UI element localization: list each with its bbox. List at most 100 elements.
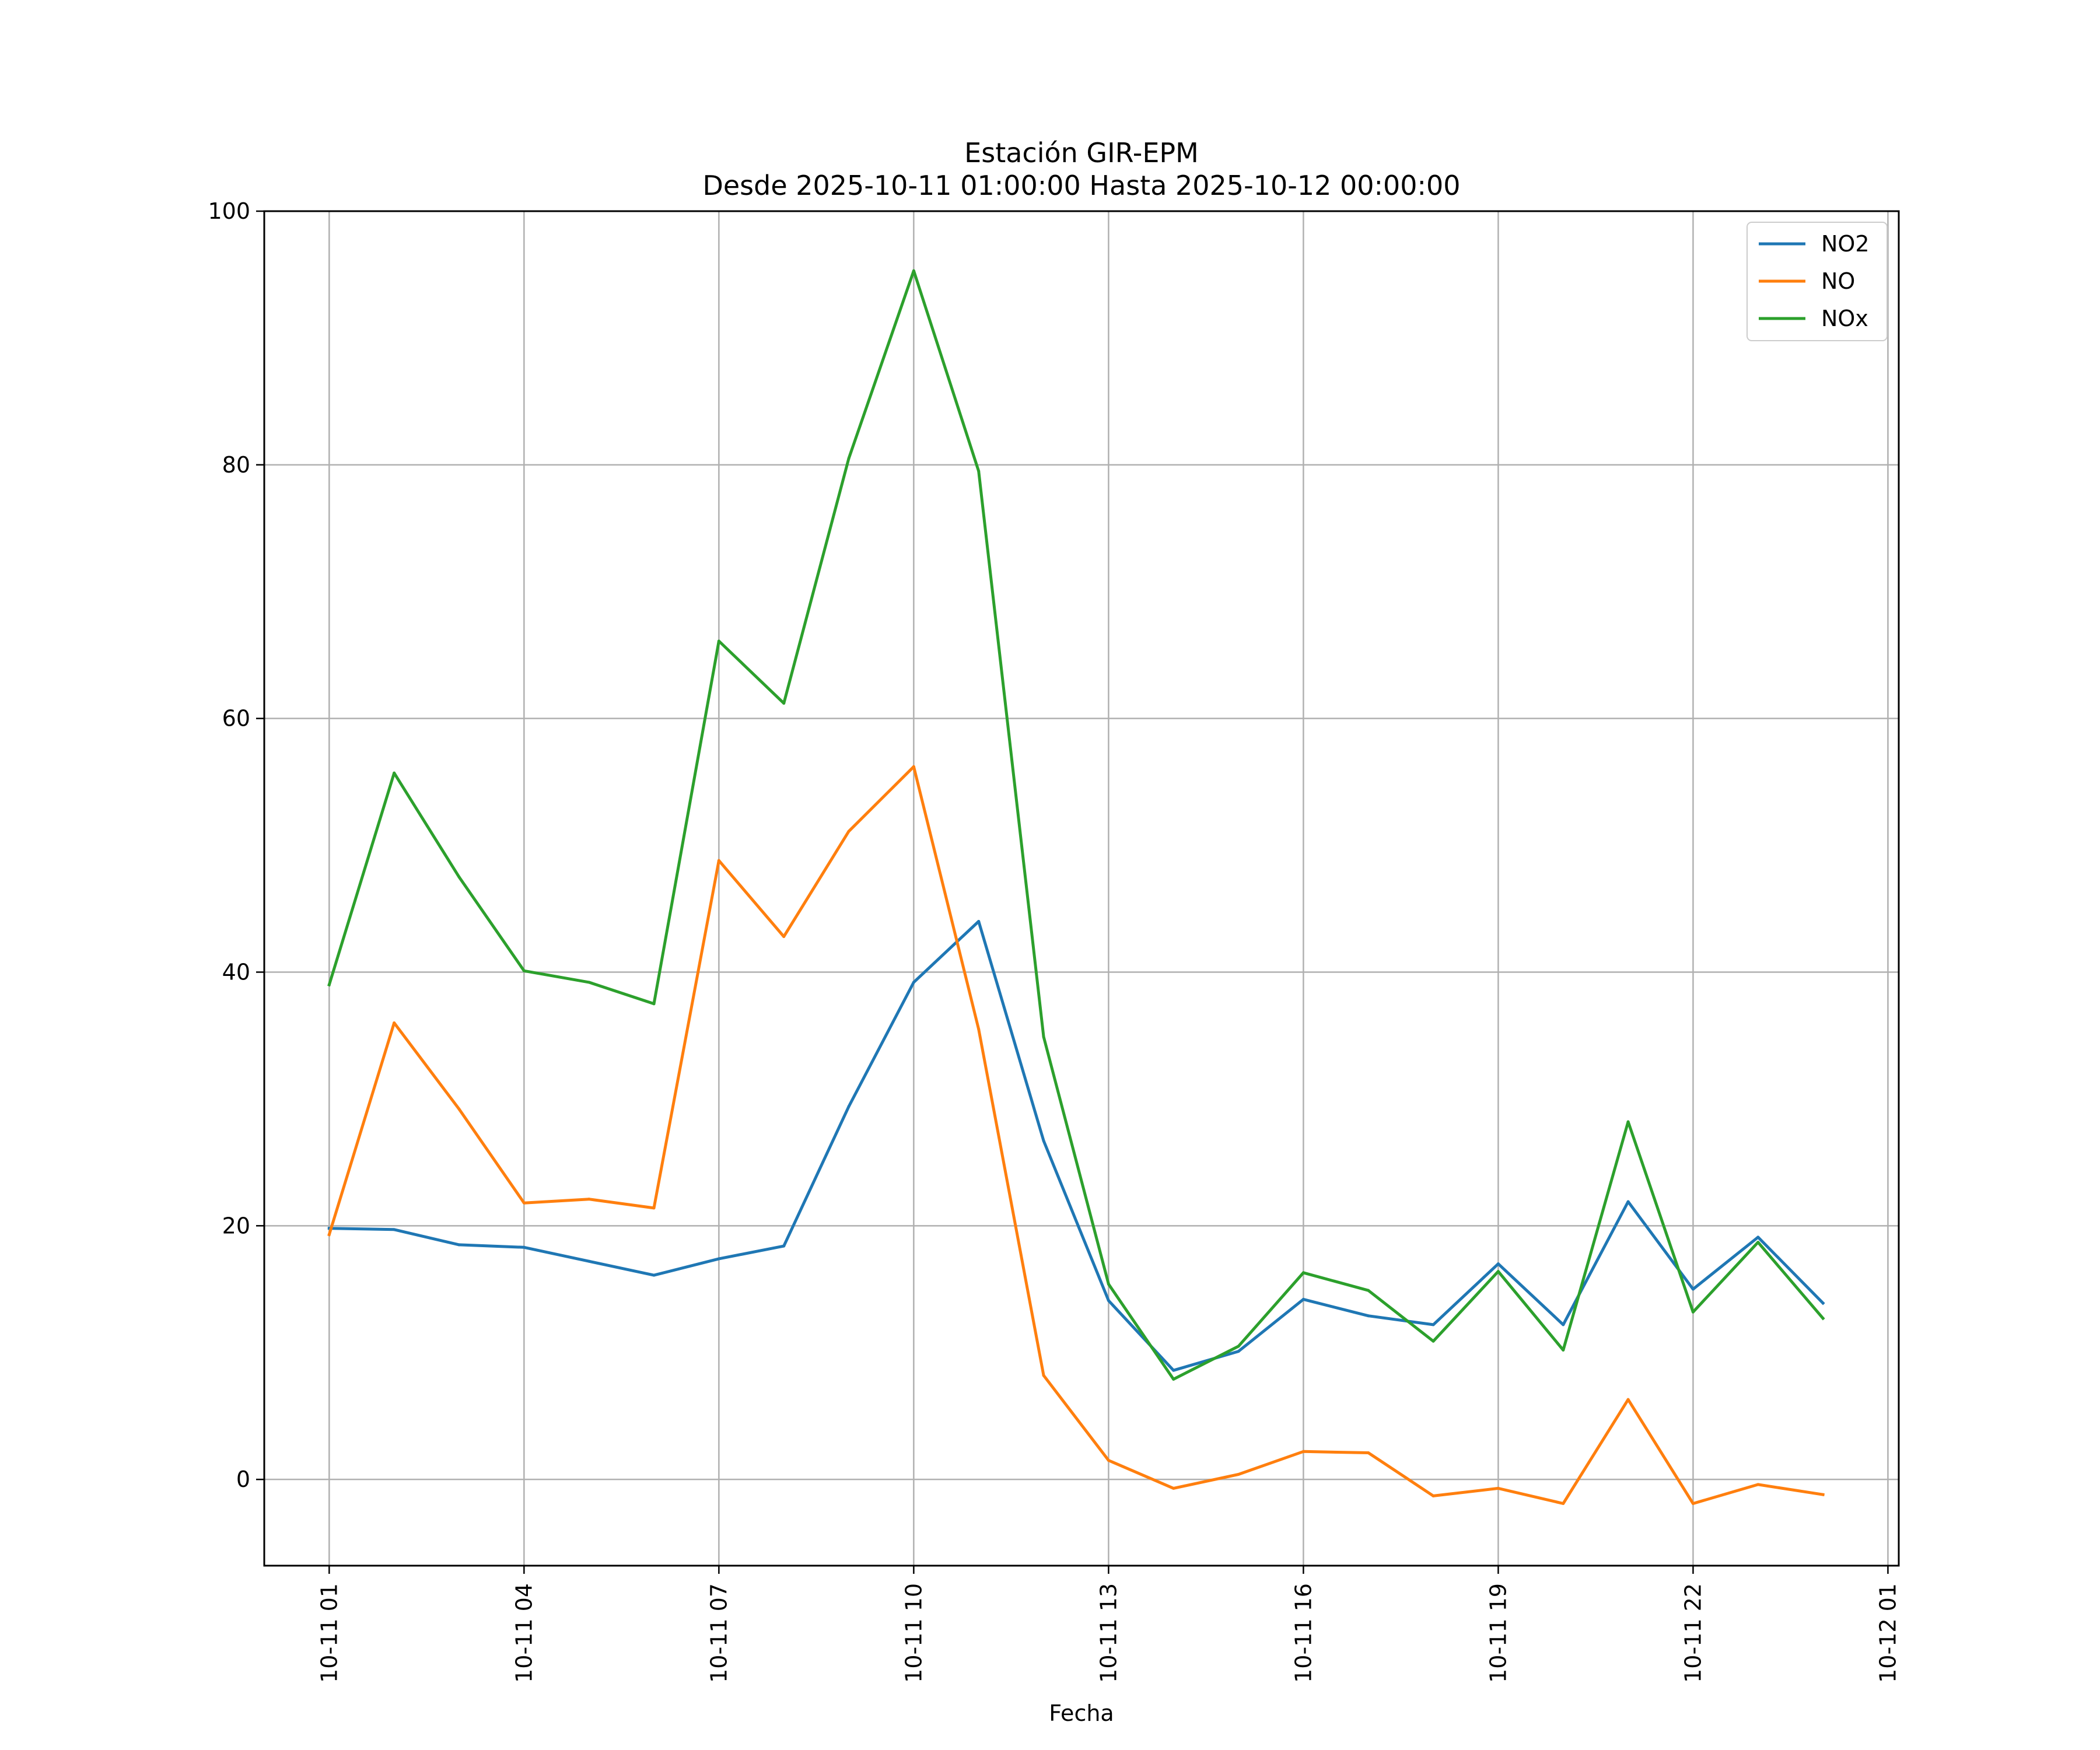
data-point-nox: [327, 983, 331, 986]
data-point-no: [1367, 1451, 1370, 1454]
x-tick-label: 10-11 10: [901, 1583, 926, 1683]
data-point-no2: [1496, 1262, 1500, 1266]
data-point-no: [912, 765, 915, 768]
legend-label-no2: NO2: [1821, 231, 1870, 257]
data-point-no2: [1301, 1297, 1305, 1301]
data-point-nox: [1301, 1271, 1305, 1275]
data-point-nox: [1107, 1282, 1110, 1286]
data-point-no2: [393, 1228, 396, 1231]
y-tick-label: 0: [236, 1466, 250, 1492]
data-point-no2: [847, 1105, 850, 1108]
data-point-nox: [1496, 1270, 1500, 1273]
data-point-no2: [652, 1273, 656, 1277]
data-point-no: [1042, 1374, 1045, 1377]
data-point-no: [1172, 1486, 1175, 1490]
chart-title: Estación GIR-EPM: [964, 137, 1199, 169]
data-point-no2: [1626, 1200, 1630, 1203]
x-tick-label: 10-11 22: [1680, 1583, 1706, 1683]
data-point-nox: [587, 981, 591, 984]
data-point-no2: [1756, 1236, 1760, 1239]
data-point-nox: [1626, 1120, 1630, 1124]
data-point-no: [1626, 1398, 1630, 1401]
data-point-nox: [522, 969, 526, 972]
y-tick-label: 100: [208, 198, 250, 224]
data-point-nox: [1172, 1377, 1175, 1381]
data-point-no: [1107, 1459, 1110, 1462]
data-point-nox: [1691, 1310, 1695, 1314]
data-point-no: [327, 1233, 331, 1237]
data-point-no2: [717, 1257, 720, 1261]
x-tick-label: 10-11 16: [1290, 1583, 1316, 1683]
data-point-no2: [782, 1244, 786, 1248]
data-point-no2: [1107, 1299, 1110, 1303]
data-point-no2: [1691, 1287, 1695, 1291]
legend-label-nox: NOx: [1821, 306, 1868, 331]
data-point-no: [1237, 1472, 1240, 1476]
data-point-no: [457, 1107, 461, 1111]
data-point-no2: [587, 1259, 591, 1263]
data-point-nox: [393, 771, 396, 775]
series-line-no2: [327, 920, 1825, 1372]
data-point-no: [522, 1201, 526, 1205]
y-tick-label: 20: [222, 1213, 250, 1238]
legend-label-no: NO: [1821, 268, 1855, 294]
data-point-no: [1496, 1486, 1500, 1490]
x-tick-label: 10-11 04: [511, 1583, 537, 1683]
x-axis-label: Fecha: [1049, 1700, 1114, 1726]
data-point-nox: [977, 470, 981, 473]
data-point-no: [1691, 1502, 1695, 1505]
data-point-no2: [1237, 1350, 1240, 1353]
data-point-no2: [977, 920, 981, 923]
data-point-no2: [457, 1243, 461, 1247]
data-point-no: [977, 1027, 981, 1031]
data-point-nox: [1756, 1241, 1760, 1244]
data-point-no2: [1821, 1301, 1825, 1305]
y-tick-label: 80: [222, 452, 250, 478]
data-point-no2: [1367, 1314, 1370, 1318]
legend-box: [1746, 222, 1888, 341]
x-tick-label: 10-11 19: [1485, 1583, 1511, 1683]
data-point-nox: [1042, 1035, 1045, 1038]
plot-frame: [263, 210, 1900, 1567]
data-point-no2: [1172, 1368, 1175, 1372]
data-point-no2: [522, 1245, 526, 1249]
data-point-no: [1821, 1493, 1825, 1496]
data-point-nox: [652, 1002, 656, 1006]
data-point-no2: [1432, 1323, 1435, 1326]
legend: NO2 NO NOx: [1746, 222, 1888, 341]
data-point-no: [847, 830, 850, 833]
data-point-nox: [457, 875, 461, 878]
x-tick-label: 10-11 07: [706, 1583, 732, 1683]
data-point-no: [1756, 1483, 1760, 1486]
chart-subtitle: Desde 2025-10-11 01:00:00 Hasta 2025-10-…: [702, 170, 1460, 201]
data-point-nox: [1432, 1339, 1435, 1343]
data-point-nox: [717, 639, 720, 643]
x-tick-label: 10-11 13: [1096, 1583, 1121, 1683]
data-point-nox: [1367, 1289, 1370, 1292]
data-point-no: [782, 935, 786, 939]
y-tick-label: 60: [222, 706, 250, 732]
data-point-no: [717, 859, 720, 862]
data-point-nox: [1821, 1317, 1825, 1320]
data-point-nox: [912, 269, 915, 272]
data-point-nox: [1237, 1345, 1240, 1348]
data-point-no: [652, 1206, 656, 1210]
series-line-nox: [327, 269, 1825, 1381]
data-point-no2: [1562, 1323, 1565, 1326]
x-tick-label: 10-11 01: [316, 1583, 342, 1683]
data-point-nox: [1562, 1348, 1565, 1352]
data-point-no2: [1042, 1139, 1045, 1143]
data-point-no2: [912, 981, 915, 984]
data-point-nox: [782, 702, 786, 705]
data-point-no: [393, 1021, 396, 1024]
data-point-no: [1562, 1502, 1565, 1505]
data-point-no: [1432, 1494, 1435, 1497]
data-point-nox: [847, 457, 850, 460]
data-point-no: [1301, 1450, 1305, 1453]
series-line-no: [327, 765, 1825, 1505]
data-point-no: [587, 1198, 591, 1201]
x-tick-label: 10-12 01: [1875, 1583, 1901, 1683]
y-tick-label: 40: [222, 959, 250, 985]
